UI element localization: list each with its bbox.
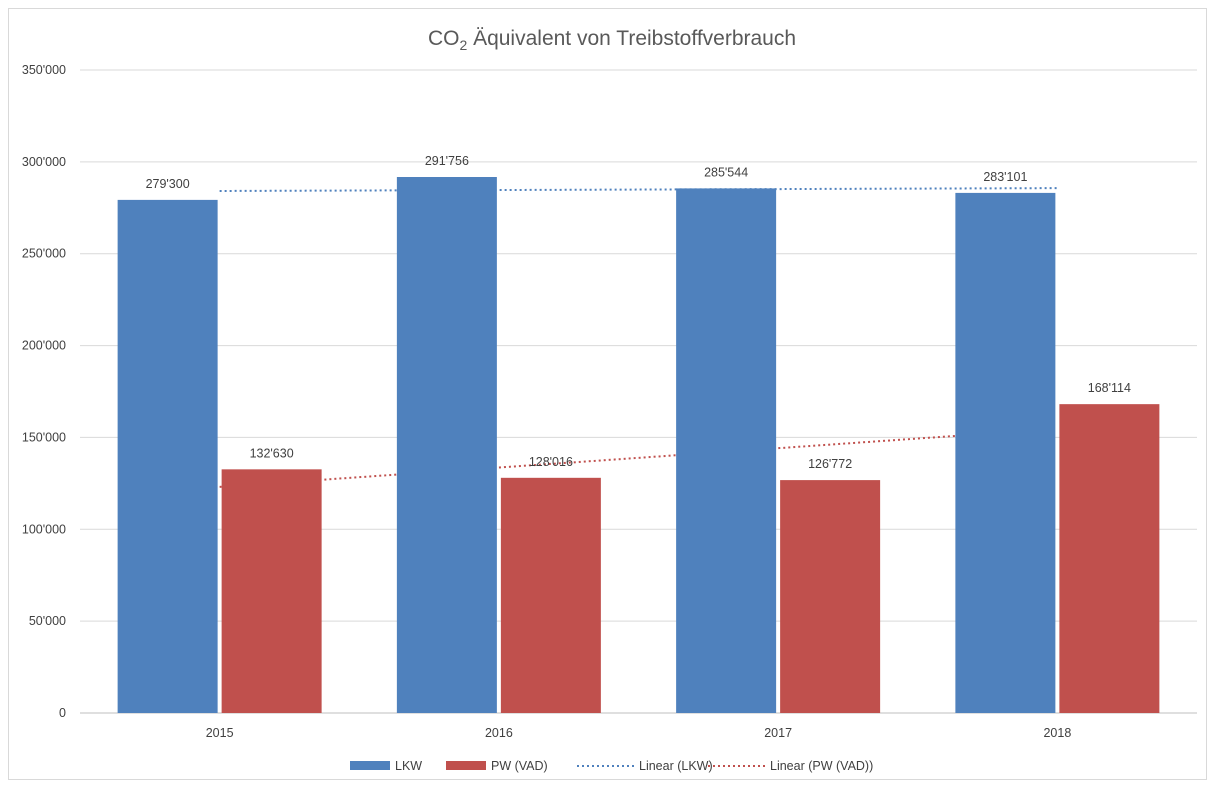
- data-label: 126'772: [808, 457, 852, 471]
- y-axis-ticks: 0 50'000 100'000 150'000 200'000 250'000 300'0…: [22, 63, 66, 720]
- data-label: 279'300: [146, 177, 190, 191]
- legend-item: Linear (LKW): [577, 759, 713, 773]
- chart-title-main: CO: [428, 27, 460, 50]
- bars: [117, 177, 1160, 714]
- y-tick-label: 0: [59, 706, 66, 720]
- legend-item: PW (VAD): [446, 759, 548, 773]
- bar-pw-vad-2017: [780, 480, 881, 713]
- legend-item: Linear (PW (VAD)): [708, 759, 873, 773]
- bar-pw-vad-2018: [1059, 404, 1160, 713]
- bar-lkw-2015: [117, 199, 218, 714]
- y-tick-label: 150'000: [22, 430, 66, 444]
- data-label: 132'630: [250, 446, 294, 460]
- bar-lkw-2017: [676, 188, 777, 713]
- x-tick-label: 2015: [206, 726, 234, 740]
- y-tick-label: 50'000: [29, 614, 66, 628]
- x-tick-label: 2018: [1043, 726, 1071, 740]
- x-axis-ticks: 2015 2016 2017 2018: [206, 726, 1072, 740]
- y-tick-label: 100'000: [22, 522, 66, 536]
- x-tick-label: 2017: [764, 726, 792, 740]
- data-label: 283'101: [983, 170, 1027, 184]
- legend-swatch: [350, 761, 390, 770]
- legend: LKW PW (VAD) Linear (LKW) Linear (PW (VAD)): [350, 759, 873, 773]
- trendlines: [219, 187, 1058, 488]
- y-tick-label: 300'000: [22, 155, 66, 169]
- chart-title: CO2 Äquivalent von Treibstoffverbrauch: [428, 27, 796, 53]
- data-label: 168'114: [1088, 381, 1131, 395]
- data-label: 128'016: [529, 455, 573, 469]
- y-tick-label: 350'000: [22, 63, 66, 77]
- bar-pw-vad-2015: [221, 469, 322, 713]
- trendline-lkw: [219, 187, 1058, 192]
- legend-label: Linear (PW (VAD)): [770, 759, 873, 773]
- y-tick-label: 200'000: [22, 339, 66, 353]
- data-label: 291'756: [425, 154, 469, 168]
- legend-label: LKW: [395, 759, 422, 773]
- bar-lkw-2016: [396, 177, 497, 713]
- y-tick-label: 250'000: [22, 247, 66, 261]
- legend-label: PW (VAD): [491, 759, 548, 773]
- legend-item: LKW: [350, 759, 422, 773]
- data-label: 285'544: [704, 165, 748, 179]
- bar-lkw-2018: [955, 192, 1056, 713]
- chart-title-rest: Äquivalent von Treibstoffverbrauch: [467, 27, 796, 50]
- bar-pw-vad-2016: [500, 477, 601, 713]
- legend-label: Linear (LKW): [639, 759, 713, 773]
- chart-title-subscript: 2: [459, 37, 467, 53]
- x-tick-label: 2016: [485, 726, 513, 740]
- legend-swatch: [446, 761, 486, 770]
- data-labels: 279'300 132'630 291'756 128'016 285'544 126'7…: [146, 154, 1131, 471]
